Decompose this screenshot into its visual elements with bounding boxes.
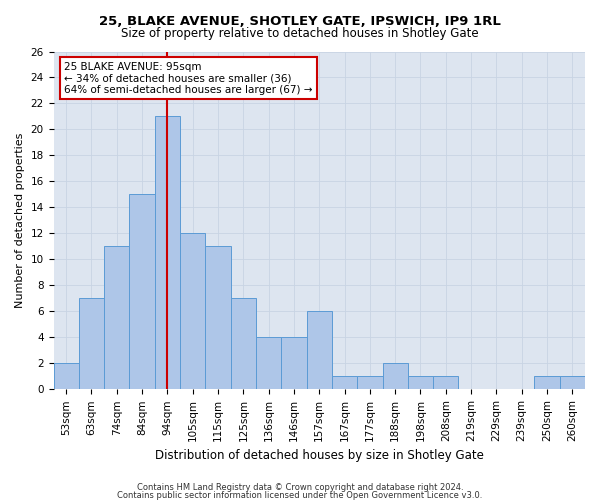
X-axis label: Distribution of detached houses by size in Shotley Gate: Distribution of detached houses by size … [155, 450, 484, 462]
Bar [357, 376, 383, 390]
Bar [383, 364, 408, 390]
Bar [53, 364, 79, 390]
Y-axis label: Number of detached properties: Number of detached properties [15, 132, 25, 308]
Text: 25 BLAKE AVENUE: 95sqm
← 34% of detached houses are smaller (36)
64% of semi-det: 25 BLAKE AVENUE: 95sqm ← 34% of detached… [64, 62, 313, 95]
Bar [408, 376, 433, 390]
Bar [130, 194, 155, 390]
Bar [180, 234, 205, 390]
Text: Size of property relative to detached houses in Shotley Gate: Size of property relative to detached ho… [121, 28, 479, 40]
Bar [205, 246, 230, 390]
Bar [256, 338, 281, 390]
Bar [535, 376, 560, 390]
Bar [560, 376, 585, 390]
Bar [281, 338, 307, 390]
Bar [104, 246, 130, 390]
Text: 25, BLAKE AVENUE, SHOTLEY GATE, IPSWICH, IP9 1RL: 25, BLAKE AVENUE, SHOTLEY GATE, IPSWICH,… [99, 15, 501, 28]
Bar [433, 376, 458, 390]
Text: Contains public sector information licensed under the Open Government Licence v3: Contains public sector information licen… [118, 490, 482, 500]
Bar [332, 376, 357, 390]
Bar [230, 298, 256, 390]
Bar [307, 312, 332, 390]
Bar [155, 116, 180, 390]
Bar [79, 298, 104, 390]
Text: Contains HM Land Registry data © Crown copyright and database right 2024.: Contains HM Land Registry data © Crown c… [137, 483, 463, 492]
